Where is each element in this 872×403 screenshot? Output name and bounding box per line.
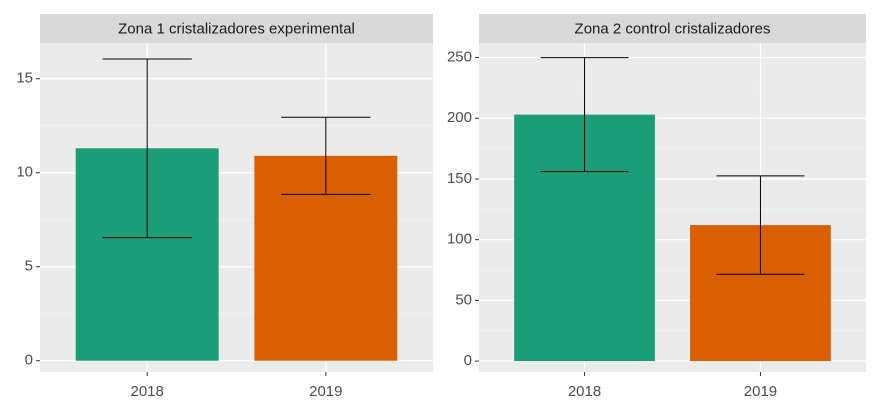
y-tick-label: 200 xyxy=(447,109,472,126)
y-tick-label: 0 xyxy=(464,352,472,369)
x-tick-label: 2019 xyxy=(309,383,342,400)
x-tick-label: 2018 xyxy=(568,383,601,400)
panel-title: Zona 2 control cristalizadores xyxy=(575,20,771,37)
y-tick-label: 5 xyxy=(25,258,33,275)
x-tick-label: 2018 xyxy=(130,383,163,400)
y-tick-label: 50 xyxy=(455,291,472,308)
y-tick-label: 100 xyxy=(447,231,472,248)
y-tick-label: 10 xyxy=(16,164,33,181)
y-tick-label: 0 xyxy=(25,352,33,369)
strip xyxy=(479,14,866,43)
x-tick-label: 2019 xyxy=(744,383,777,400)
y-tick-label: 150 xyxy=(447,170,472,187)
y-tick-label: 15 xyxy=(16,70,33,87)
panel-title: Zona 1 cristalizadores experimental xyxy=(118,20,355,37)
strip xyxy=(40,14,433,43)
y-tick-label: 250 xyxy=(447,49,472,66)
